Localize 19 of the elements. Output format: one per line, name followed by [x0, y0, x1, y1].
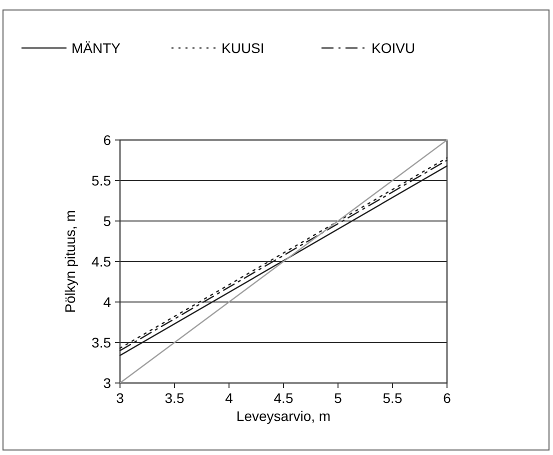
legend-label: KUUSI [222, 40, 264, 56]
x-tick-label: 5.5 [382, 390, 402, 406]
y-tick-label: 5.5 [92, 172, 112, 188]
y-tick-label: 5 [103, 213, 112, 229]
x-tick-label: 4 [225, 390, 234, 406]
x-axis-title: Leveysarvio, m [236, 408, 331, 424]
x-tick-label: 6 [443, 390, 452, 406]
x-tick-label: 3 [116, 390, 124, 406]
x-tick-label: 5 [334, 390, 342, 406]
x-tick-label: 4.5 [274, 390, 294, 406]
y-axis-title: Pölkyn pituus, m [62, 210, 78, 313]
x-tick-label: 3.5 [164, 390, 184, 406]
legend-label: KOIVU [372, 40, 416, 56]
y-tick-label: 4 [103, 294, 112, 310]
y-tick-label: 3 [103, 375, 112, 391]
y-tick-label: 3.5 [92, 334, 112, 350]
y-tick-label: 6 [103, 132, 112, 148]
legend-label: MÄNTY [72, 40, 122, 56]
y-tick-label: 4.5 [92, 254, 112, 270]
